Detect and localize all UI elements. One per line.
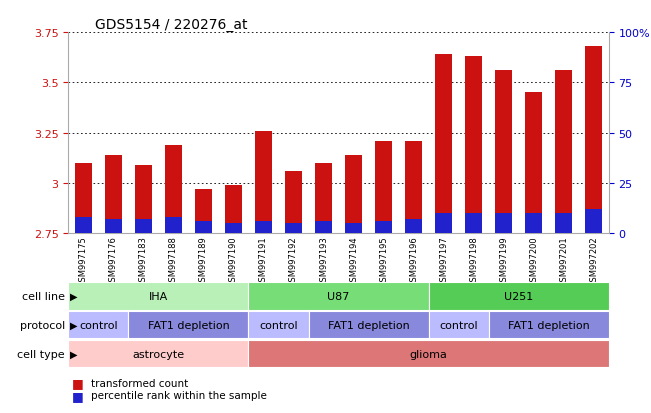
Bar [255, 221, 271, 233]
Bar [309, 311, 428, 339]
Bar [555, 71, 572, 233]
Text: FAT1 depletion: FAT1 depletion [508, 320, 590, 330]
Text: FAT1 depletion: FAT1 depletion [148, 320, 229, 330]
Text: GSM997195: GSM997195 [379, 236, 388, 286]
Bar [428, 282, 609, 310]
Bar [128, 311, 249, 339]
Bar [525, 213, 542, 233]
Text: control: control [79, 320, 118, 330]
Bar [465, 213, 482, 233]
Text: GSM997176: GSM997176 [109, 236, 118, 287]
Bar [436, 213, 452, 233]
Bar [555, 213, 572, 233]
Bar [465, 57, 482, 233]
Text: astrocyte: astrocyte [132, 349, 184, 359]
Bar [105, 155, 122, 233]
Bar [165, 145, 182, 233]
Text: GSM997198: GSM997198 [469, 236, 478, 286]
Text: IHA: IHA [149, 291, 168, 301]
Bar [428, 311, 489, 339]
Text: U251: U251 [504, 291, 533, 301]
Bar [525, 93, 542, 233]
Bar [165, 217, 182, 233]
Bar [406, 219, 422, 233]
Text: ▶: ▶ [70, 349, 78, 359]
Text: ▶: ▶ [70, 291, 78, 301]
Text: GSM997189: GSM997189 [199, 236, 208, 286]
Bar [489, 311, 609, 339]
Bar [195, 221, 212, 233]
Text: GSM997201: GSM997201 [559, 236, 568, 286]
Text: control: control [259, 320, 298, 330]
Bar [249, 311, 309, 339]
Bar [495, 71, 512, 233]
Text: percentile rank within the sample: percentile rank within the sample [91, 390, 267, 400]
Text: GSM997196: GSM997196 [409, 236, 418, 286]
Text: ■: ■ [72, 376, 83, 389]
Bar [135, 219, 152, 233]
Bar [225, 185, 242, 233]
Bar [249, 340, 609, 368]
Text: GSM997183: GSM997183 [139, 236, 148, 287]
Bar [345, 223, 362, 233]
Text: cell line: cell line [22, 291, 65, 301]
Bar [135, 165, 152, 233]
Text: GSM997192: GSM997192 [289, 236, 298, 286]
Bar [406, 141, 422, 233]
Bar [68, 340, 249, 368]
Text: GSM997175: GSM997175 [79, 236, 88, 286]
Bar [75, 217, 92, 233]
Bar [375, 141, 392, 233]
Text: GSM997200: GSM997200 [529, 236, 538, 286]
Bar [345, 155, 362, 233]
Bar [375, 221, 392, 233]
Text: ■: ■ [72, 389, 83, 402]
Bar [285, 223, 302, 233]
Bar [68, 282, 249, 310]
Bar [105, 219, 122, 233]
Text: GDS5154 / 220276_at: GDS5154 / 220276_at [96, 18, 248, 32]
Text: protocol: protocol [20, 320, 65, 330]
Text: control: control [439, 320, 478, 330]
Bar [255, 131, 271, 233]
Bar [285, 171, 302, 233]
Bar [585, 47, 602, 233]
Text: GSM997190: GSM997190 [229, 236, 238, 286]
Text: GSM997199: GSM997199 [499, 236, 508, 286]
Text: FAT1 depletion: FAT1 depletion [327, 320, 409, 330]
Bar [436, 55, 452, 233]
Bar [75, 163, 92, 233]
Text: GSM997193: GSM997193 [319, 236, 328, 286]
Bar [495, 213, 512, 233]
Bar [225, 223, 242, 233]
Bar [315, 163, 332, 233]
Text: GSM997194: GSM997194 [349, 236, 358, 286]
Text: GSM997197: GSM997197 [439, 236, 448, 286]
Text: GSM997191: GSM997191 [259, 236, 268, 286]
Text: GSM997188: GSM997188 [169, 236, 178, 287]
Bar [249, 282, 428, 310]
Text: GSM997202: GSM997202 [589, 236, 598, 286]
Text: cell type: cell type [18, 349, 65, 359]
Text: ▶: ▶ [70, 320, 78, 330]
Bar [315, 221, 332, 233]
Bar [195, 189, 212, 233]
Bar [585, 209, 602, 233]
Text: transformed count: transformed count [91, 378, 188, 388]
Text: glioma: glioma [409, 349, 447, 359]
Text: U87: U87 [327, 291, 350, 301]
Bar [68, 311, 128, 339]
